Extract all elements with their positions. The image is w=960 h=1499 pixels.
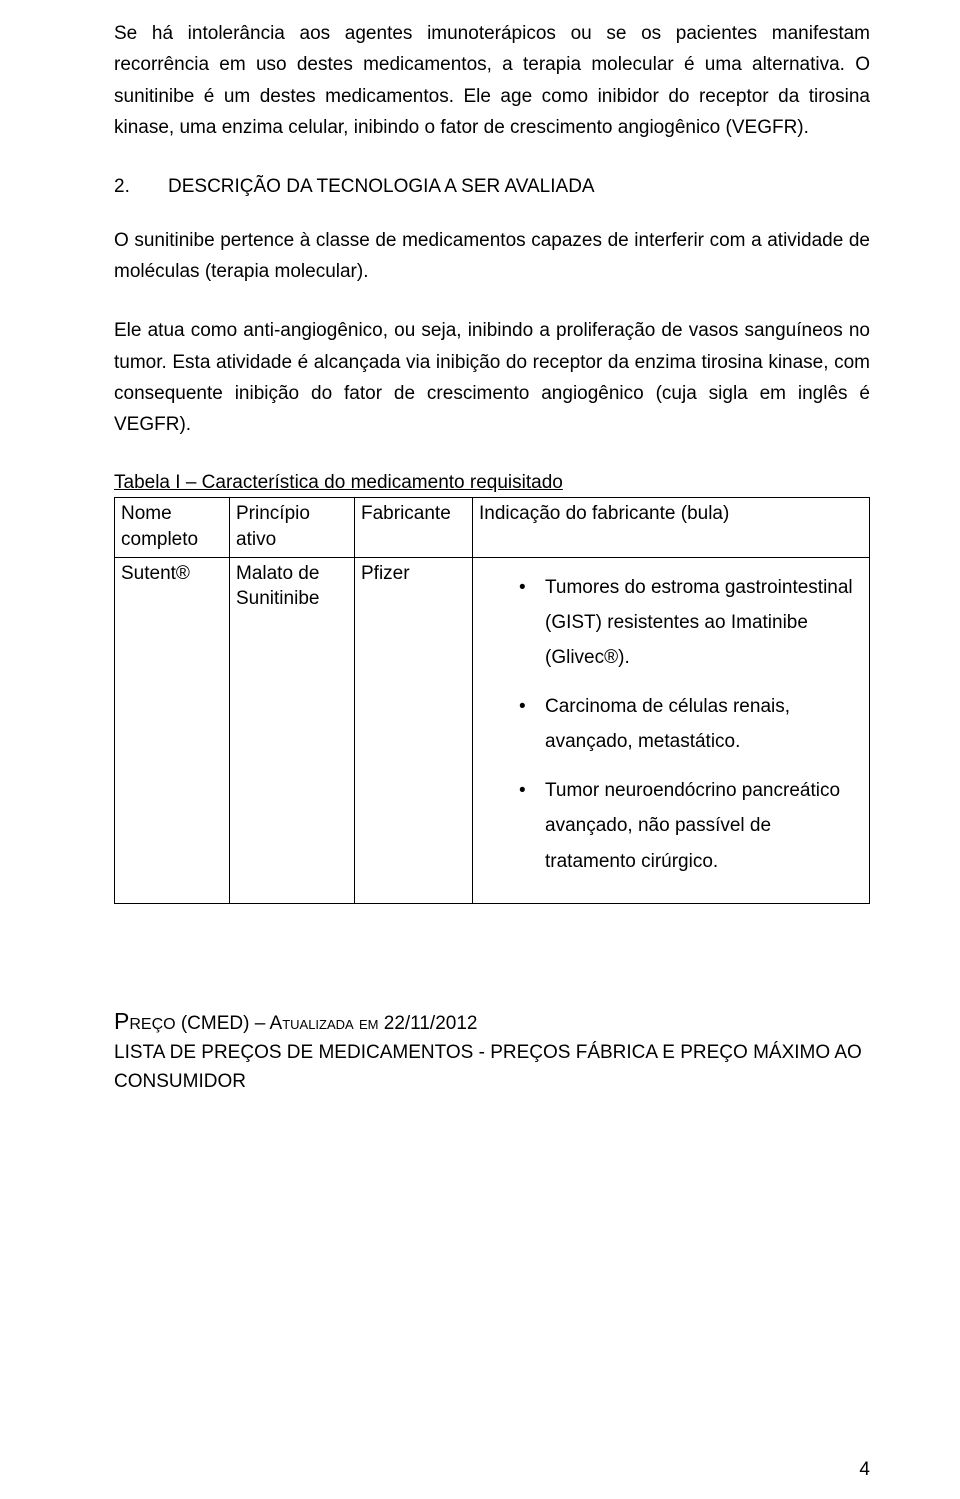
section-heading: 2.DESCRIÇÃO DA TECNOLOGIA A SER AVALIADA bbox=[114, 171, 870, 202]
cell-nome: Sutent® bbox=[115, 557, 230, 903]
table-header-nome: Nome completo bbox=[115, 498, 230, 557]
document-page: Se há intolerância aos agentes imunoterá… bbox=[0, 0, 960, 1499]
list-item: Tumor neuroendócrino pancreático avançad… bbox=[519, 773, 863, 878]
price-rest: (CMED) – Atualizada em 22/11/2012 bbox=[176, 1013, 478, 1034]
paragraph-tech-1: O sunitinibe pertence à classe de medica… bbox=[114, 225, 870, 288]
table-header-indicacao: Indicação do fabricante (bula) bbox=[473, 498, 870, 557]
list-item: Carcinoma de células renais, avançado, m… bbox=[519, 689, 863, 759]
table-caption: Tabela I – Característica do medicamento… bbox=[114, 469, 870, 498]
table-row: Sutent® Malato de Sunitinibe Pfizer Tumo… bbox=[115, 557, 870, 903]
table-header-row: Nome completo Princípio ativo Fabricante… bbox=[115, 498, 870, 557]
paragraph-tech-2: Ele atua como anti-angiogênico, ou seja,… bbox=[114, 315, 870, 440]
cell-fabricante: Pfizer bbox=[355, 557, 473, 903]
paragraph-intro: Se há intolerância aos agentes imunoterá… bbox=[114, 18, 870, 143]
list-item: Tumores do estroma gastrointestinal (GIS… bbox=[519, 570, 863, 675]
cell-principio: Malato de Sunitinibe bbox=[230, 557, 355, 903]
medication-table: Nome completo Princípio ativo Fabricante… bbox=[114, 497, 870, 903]
price-heading: Preço (CMED) – Atualizada em 22/11/2012 bbox=[114, 1004, 870, 1040]
cell-indicacoes: Tumores do estroma gastrointestinal (GIS… bbox=[473, 557, 870, 903]
price-subheading: LISTA DE PREÇOS DE MEDICAMENTOS - PREÇOS… bbox=[114, 1039, 870, 1096]
section-title: DESCRIÇÃO DA TECNOLOGIA A SER AVALIADA bbox=[168, 176, 595, 197]
price-lead: Preço bbox=[114, 1008, 176, 1034]
indications-list: Tumores do estroma gastrointestinal (GIS… bbox=[519, 570, 863, 879]
table-header-principio: Princípio ativo bbox=[230, 498, 355, 557]
section-number: 2. bbox=[114, 171, 168, 202]
page-number: 4 bbox=[859, 1459, 870, 1481]
table-header-fabricante: Fabricante bbox=[355, 498, 473, 557]
